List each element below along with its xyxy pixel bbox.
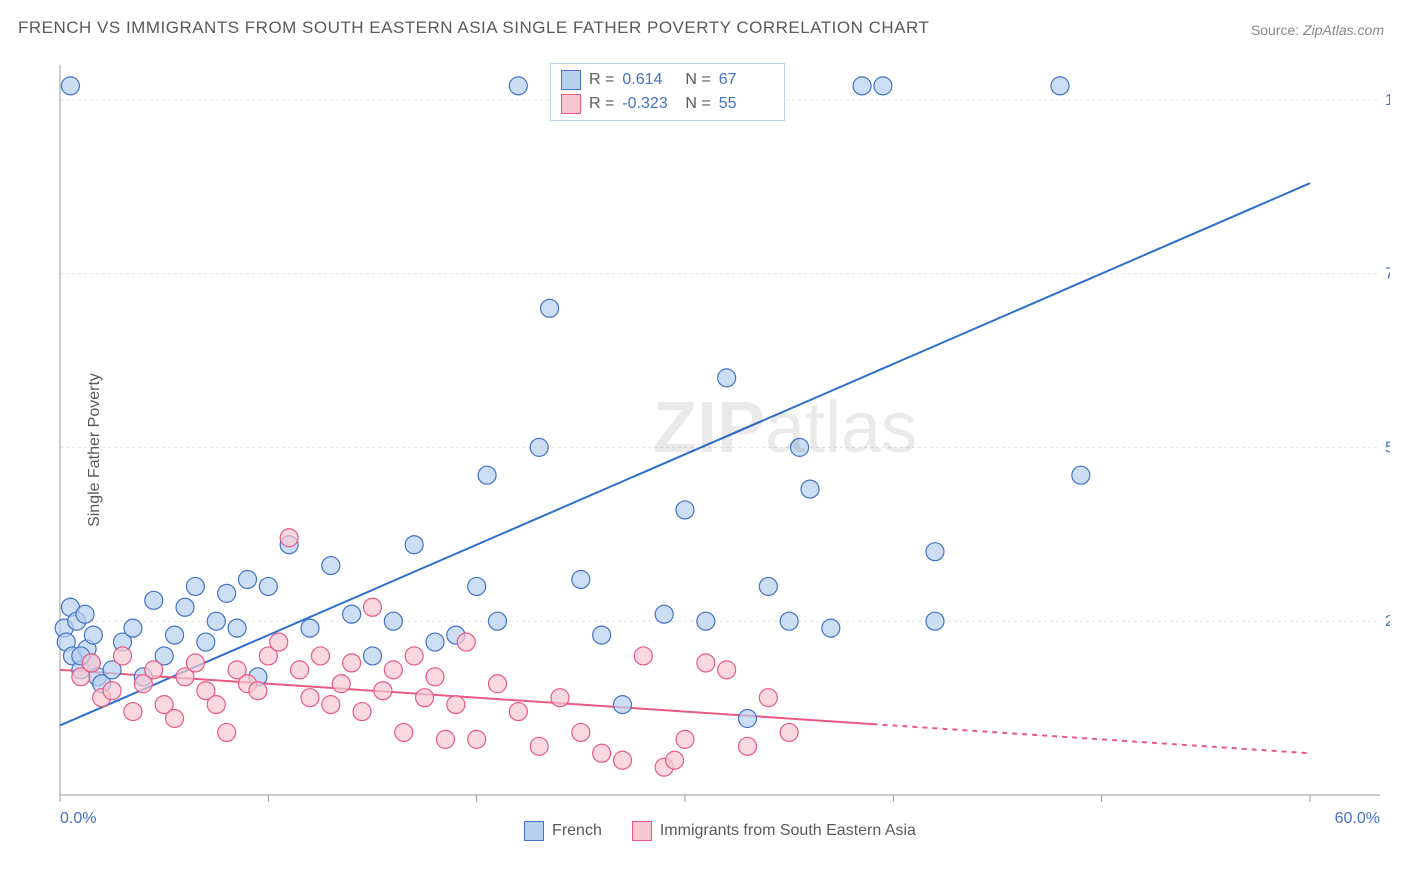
stats-n-label: N = — [685, 95, 710, 113]
legend-label-immigrants: Immigrants from South Eastern Asia — [660, 822, 916, 840]
svg-text:25.0%: 25.0% — [1385, 613, 1390, 630]
y-axis-label: Single Father Poverty — [86, 373, 104, 527]
legend-item-french: French — [524, 821, 602, 841]
legend-swatch-immigrants — [632, 821, 652, 841]
scatter-chart: 25.0%50.0%75.0%100.0%0.0%60.0% — [50, 55, 1390, 845]
stats-r-french: 0.614 — [622, 71, 677, 89]
swatch-french — [561, 70, 581, 90]
chart-title: FRENCH VS IMMIGRANTS FROM SOUTH EASTERN … — [18, 18, 929, 38]
chart-area: Single Father Poverty ZIPatlas 25.0%50.0… — [50, 55, 1390, 845]
svg-text:50.0%: 50.0% — [1385, 439, 1390, 456]
stats-n-label: N = — [685, 71, 710, 89]
legend-label-french: French — [552, 822, 602, 840]
legend-item-immigrants: Immigrants from South Eastern Asia — [632, 821, 916, 841]
source-label: Source: — [1251, 22, 1299, 38]
stats-r-label: R = — [589, 95, 614, 113]
stats-r-label: R = — [589, 71, 614, 89]
stats-r-immigrants: -0.323 — [622, 95, 677, 113]
stats-row-french: R = 0.614 N = 67 — [561, 68, 774, 92]
stats-n-immigrants: 55 — [719, 95, 774, 113]
source-value: ZipAtlas.com — [1303, 22, 1384, 38]
bottom-legend: French Immigrants from South Eastern Asi… — [50, 821, 1390, 841]
legend-swatch-french — [524, 821, 544, 841]
svg-text:100.0%: 100.0% — [1385, 92, 1390, 109]
svg-text:75.0%: 75.0% — [1385, 266, 1390, 283]
stats-legend-box: R = 0.614 N = 67 R = -0.323 N = 55 — [550, 63, 785, 121]
stats-row-immigrants: R = -0.323 N = 55 — [561, 92, 774, 116]
swatch-immigrants — [561, 94, 581, 114]
stats-n-french: 67 — [719, 71, 774, 89]
source-attribution: Source: ZipAtlas.com — [1251, 22, 1384, 38]
